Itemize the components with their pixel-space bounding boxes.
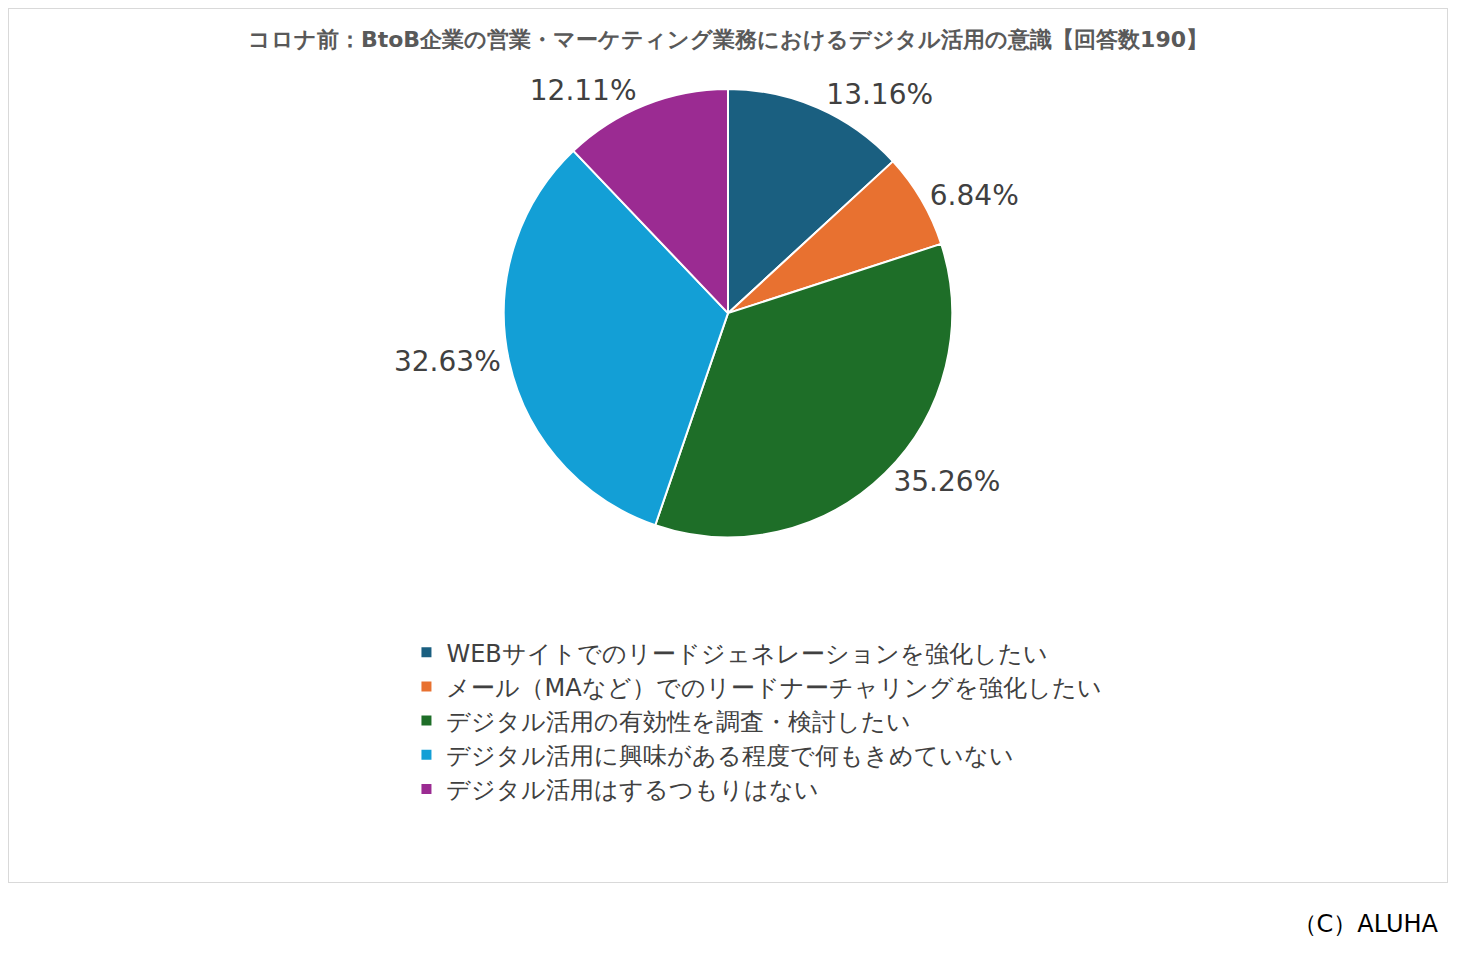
svg-text:メール（MAなど）でのリードナーチャリングを強化したい: メール（MAなど）でのリードナーチャリングを強化したい [446,674,1101,702]
svg-text:32.63%: 32.63% [394,345,501,378]
html-text:（C）ALUHA: （C）ALUHA [1292,910,1438,938]
svg-text:6.84%: 6.84% [930,179,1019,212]
svg-text:デジタル活用はするつもりはない: デジタル活用はするつもりはない [446,776,819,804]
svg-text:デジタル活用に興味がある程度で何もきめていない: デジタル活用に興味がある程度で何もきめていない [446,742,1014,770]
svg-text:コロナ前：BtoB企業の営業・マーケティング業務におけるデジ: コロナ前：BtoB企業の営業・マーケティング業務におけるデジタル活用の意識【回答… [248,27,1208,52]
svg-text:WEBサイトでのリードジェネレーションを強化したい: WEBサイトでのリードジェネレーションを強化したい [446,640,1047,668]
svg-text:35.26%: 35.26% [893,465,1000,498]
svg-text:12.11%: 12.11% [530,74,637,107]
svg-text:13.16%: 13.16% [826,78,933,111]
svg-text:デジタル活用の有効性を調査・検討したい: デジタル活用の有効性を調査・検討したい [446,708,911,736]
